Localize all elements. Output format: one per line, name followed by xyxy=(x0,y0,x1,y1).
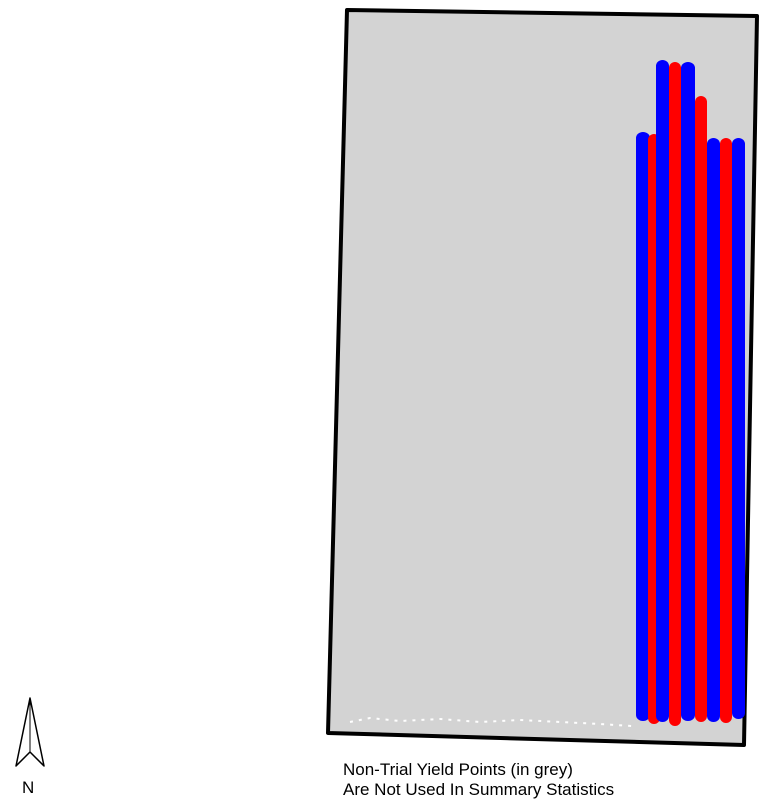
trial-strip-red xyxy=(695,96,707,722)
trial-strip-red xyxy=(720,138,732,723)
trial-strip-blue xyxy=(732,138,745,719)
legend-note-line-2: Are Not Used In Summary Statistics xyxy=(343,780,615,799)
north-label: N xyxy=(22,778,35,797)
trial-strip-blue xyxy=(707,138,720,722)
trial-strip-blue xyxy=(656,60,669,722)
legend-note: Non-Trial Yield Points (in grey) Are Not… xyxy=(343,760,614,800)
trial-strip-blue xyxy=(681,62,695,721)
trial-strips xyxy=(636,60,745,726)
north-arrow-icon xyxy=(15,697,45,767)
legend-note-line-1: Non-Trial Yield Points (in grey) xyxy=(343,760,573,779)
trial-strip-red xyxy=(669,62,681,726)
trial-strip-blue xyxy=(636,132,650,721)
